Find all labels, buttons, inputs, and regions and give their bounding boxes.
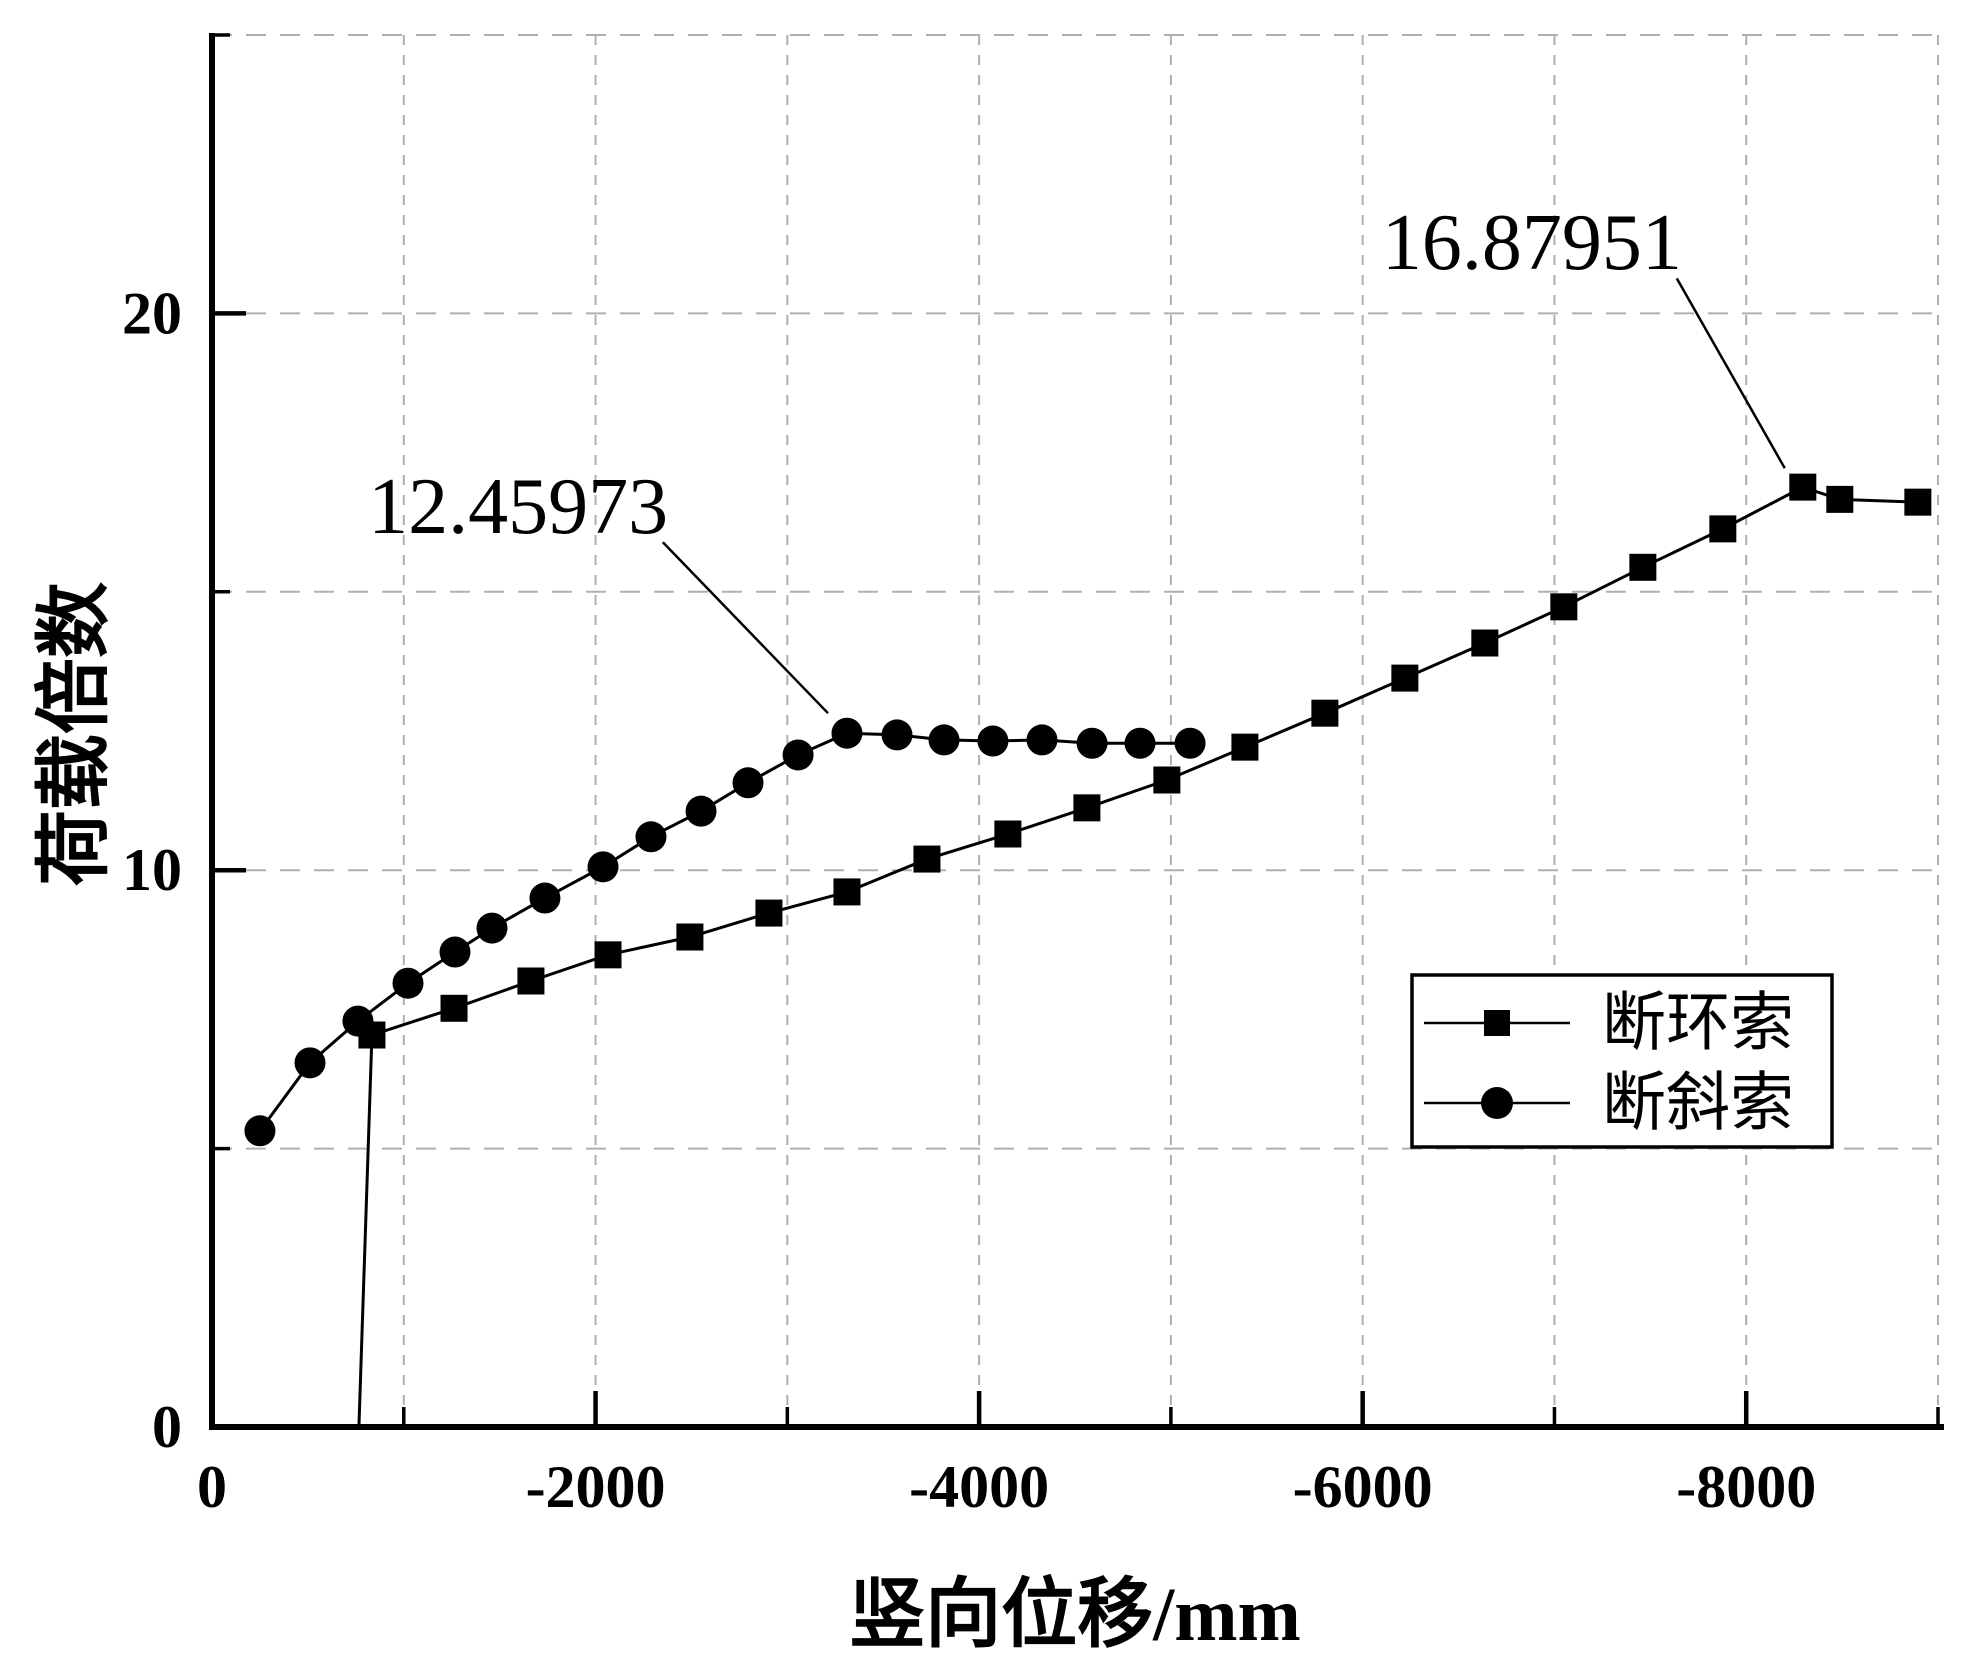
- series-line: [258, 731, 1191, 1132]
- square-marker: [1550, 593, 1578, 621]
- square-marker: [1311, 699, 1339, 727]
- y-tick-label: 20: [122, 280, 182, 346]
- annotation-leader-line: [1675, 277, 1786, 469]
- circle-marker: [342, 1005, 374, 1037]
- square-marker: [1904, 488, 1932, 516]
- legend-label-broken-ring-cable: 断环索: [1602, 988, 1794, 1059]
- circle-marker: [1026, 724, 1058, 756]
- y-tick-label: 0: [152, 1394, 182, 1460]
- circle-marker: [439, 936, 471, 968]
- square-marker: [1073, 794, 1101, 822]
- x-tick-label: -8000: [1676, 1454, 1816, 1520]
- legend-label-broken-diagonal-cable: 断斜索: [1602, 1068, 1794, 1139]
- circle-marker: [1124, 727, 1156, 759]
- square-marker: [1629, 553, 1657, 581]
- legend-square-marker: [1484, 1010, 1510, 1036]
- square-marker: [833, 878, 861, 906]
- circle-marker: [685, 795, 717, 827]
- square-marker: [1826, 485, 1854, 513]
- annotation-text-square-series-peak: 16.87951: [1382, 199, 1682, 287]
- series-断环索: [357, 473, 1932, 1428]
- annotation-text-circle-series-peak: 12.45973: [368, 463, 668, 551]
- square-marker: [517, 967, 545, 995]
- x-axis-title: 竖向位移/mm: [849, 1573, 1301, 1657]
- circle-marker: [392, 967, 424, 999]
- legend: 断环索 断斜索: [1410, 973, 1834, 1149]
- x-tick-label: -2000: [526, 1454, 666, 1520]
- circle-marker: [529, 882, 561, 914]
- legend-box: [1410, 973, 1834, 1149]
- circle-marker: [587, 851, 619, 883]
- data-series: [244, 473, 1932, 1428]
- annotations: 12.45973 16.87951: [368, 199, 1786, 715]
- square-marker: [594, 941, 622, 969]
- series-断斜索: [244, 717, 1206, 1147]
- square-marker: [440, 994, 468, 1022]
- square-marker: [1391, 664, 1419, 692]
- annotation-leader-line: [661, 541, 829, 715]
- x-tick-label: -4000: [909, 1454, 1049, 1520]
- circle-marker: [732, 767, 764, 799]
- circle-marker: [881, 719, 913, 751]
- series-line: [357, 485, 1918, 1428]
- circle-marker: [635, 821, 667, 853]
- circle-marker: [476, 912, 508, 944]
- legend-circle-marker: [1481, 1087, 1513, 1119]
- square-marker: [676, 923, 704, 951]
- gridlines: [212, 34, 1939, 1427]
- circle-marker: [928, 724, 960, 756]
- legend-border: [1410, 973, 1834, 1149]
- square-marker: [1789, 473, 1817, 501]
- square-marker: [1471, 629, 1499, 657]
- circle-marker: [1174, 727, 1206, 759]
- square-marker: [755, 899, 783, 927]
- circle-marker: [782, 739, 814, 771]
- y-axis-title: 荷载倍数: [33, 582, 117, 886]
- circle-marker: [244, 1115, 276, 1147]
- square-marker: [913, 845, 941, 873]
- x-tick-label: -6000: [1293, 1454, 1433, 1520]
- square-marker: [994, 820, 1022, 848]
- circle-marker: [977, 725, 1009, 757]
- square-marker: [1231, 733, 1259, 761]
- y-tick-label: 10: [122, 837, 182, 903]
- circle-marker: [831, 717, 863, 749]
- axes: 0 -2000 -4000 -6000 -8000 0 10 20: [122, 33, 1944, 1520]
- square-marker: [1153, 766, 1181, 794]
- circle-marker: [1076, 727, 1108, 759]
- x-tick-label: 0: [197, 1454, 227, 1520]
- square-marker: [1709, 515, 1737, 543]
- circle-marker: [294, 1047, 326, 1079]
